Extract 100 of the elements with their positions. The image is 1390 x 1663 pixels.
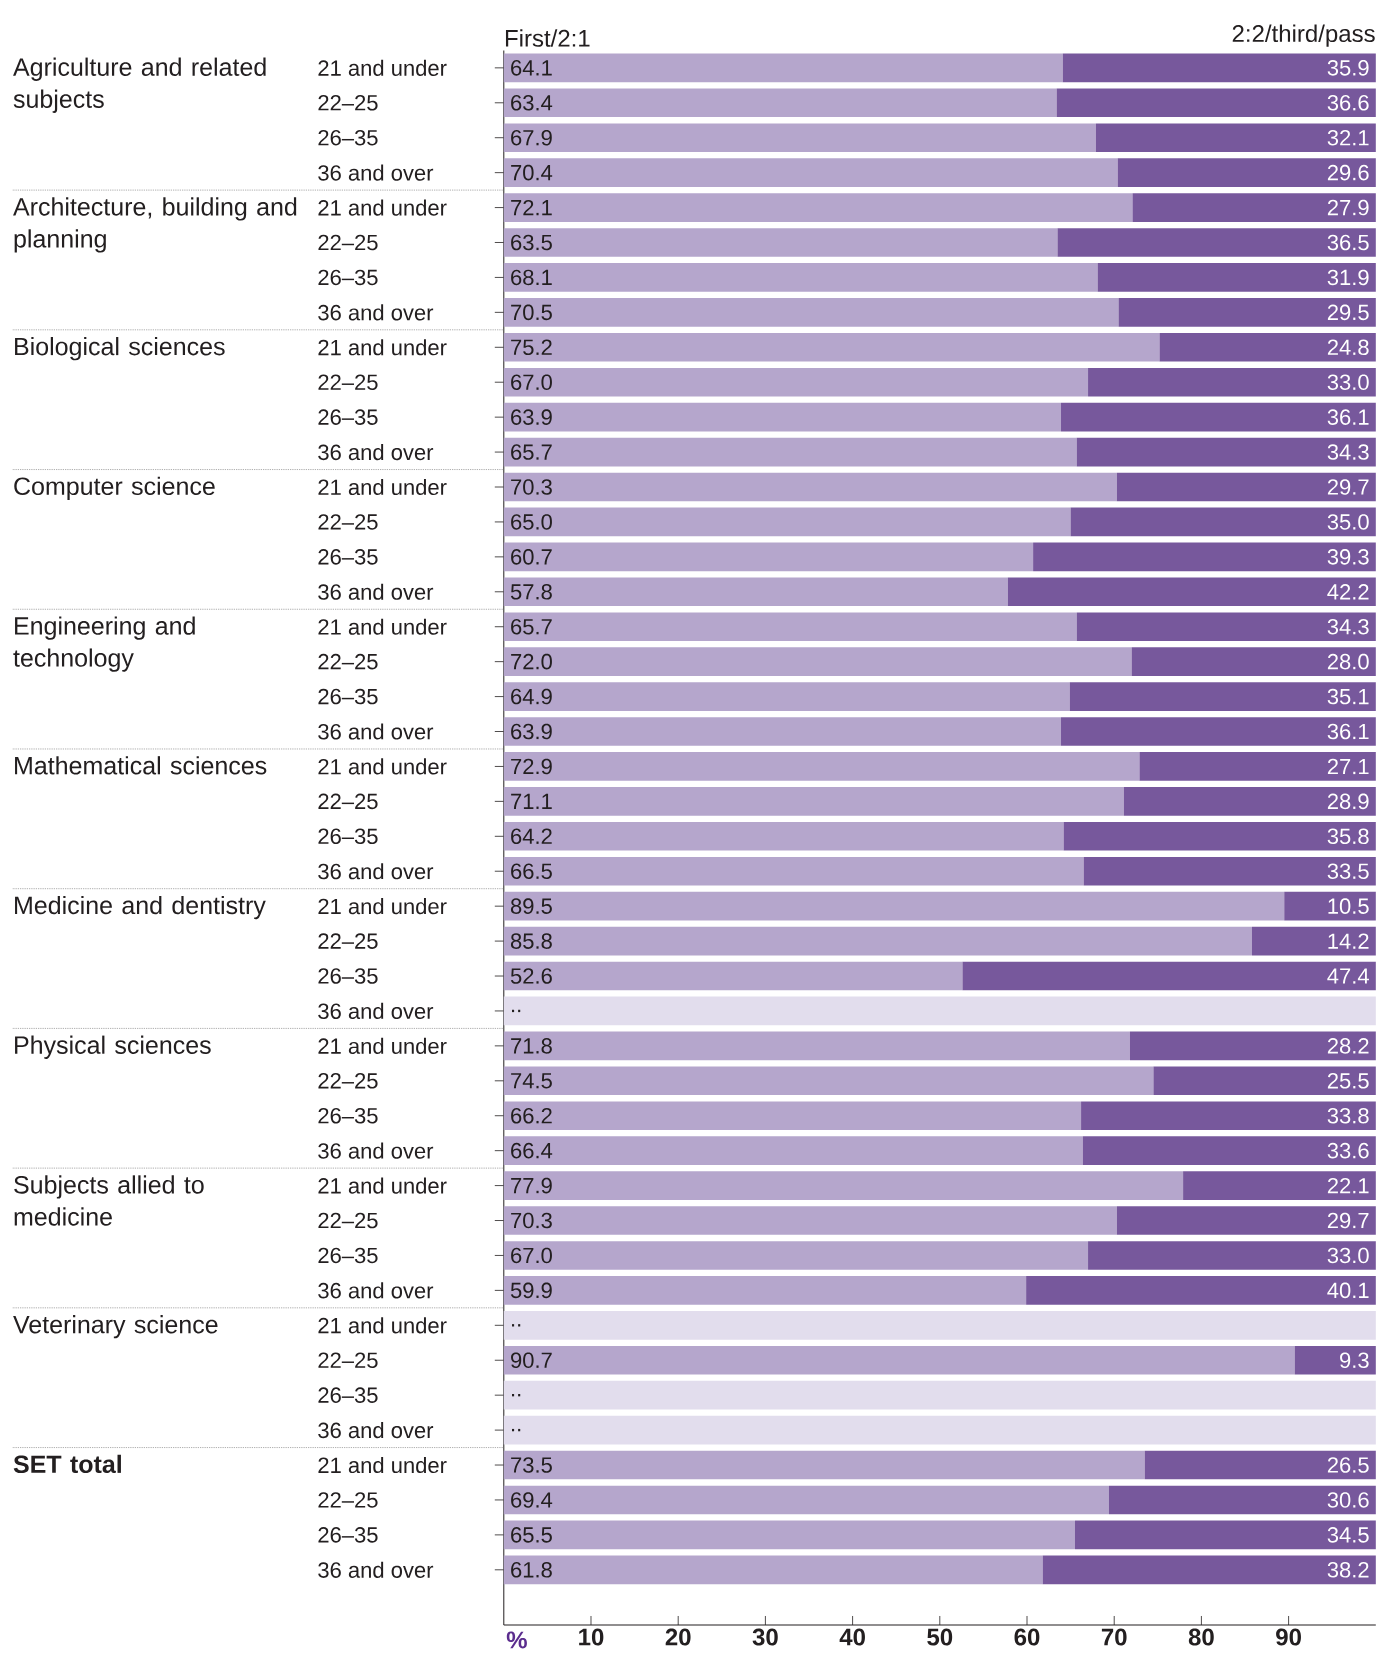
- bar: [1033, 542, 1376, 572]
- y-tick-label: 36 and over: [318, 863, 434, 880]
- data-label: 42.2: [1327, 584, 1369, 600]
- y-tick-label: 22–25: [318, 933, 378, 949]
- text: Engineering and technology: [13, 616, 195, 672]
- y-tick-label: 22–25: [318, 1352, 378, 1369]
- data-label: 65.5: [511, 1527, 552, 1543]
- x-tick-label: 80: [1188, 1628, 1214, 1646]
- data-label: 64.9: [511, 688, 552, 705]
- y-tick-label: 22–25: [318, 793, 378, 810]
- data-label: 31.9: [1327, 269, 1369, 286]
- data-label: 70.5: [511, 304, 552, 321]
- data-label: 14.2: [1328, 933, 1369, 949]
- text: Subjects allied to medicine: [14, 1175, 204, 1226]
- bar: [1081, 1101, 1376, 1131]
- y-tick-label: 36 and over: [318, 1422, 434, 1439]
- y-tick-label: 21 and under: [318, 758, 447, 775]
- y-tick-label: 26–35: [318, 409, 378, 425]
- data-label: ..: [512, 1393, 521, 1397]
- data-label: 64.2: [511, 828, 552, 845]
- x-axis-title: %: [506, 1631, 527, 1649]
- data-label: 57.8: [510, 584, 552, 600]
- data-label: ..: [512, 1428, 521, 1432]
- text: Biological sciences: [15, 337, 225, 361]
- bar: [1159, 332, 1376, 362]
- bar: [503, 1206, 1117, 1235]
- bar: [503, 437, 1077, 467]
- y-tick-label: 36 and over: [318, 1282, 434, 1299]
- y-tick-label: 26–35: [318, 968, 378, 984]
- y-tick-label: 21 and under: [318, 898, 447, 915]
- data-label: ..: [512, 1009, 521, 1013]
- bar: [503, 158, 1118, 187]
- data-label: 71.1: [511, 793, 552, 809]
- bar: [503, 891, 1285, 921]
- x-tick-label: 10: [579, 1628, 604, 1646]
- y-tick-label: 36 and over: [318, 1002, 434, 1020]
- data-label: 33.5: [1327, 863, 1369, 880]
- bar: [503, 577, 1008, 607]
- y-tick-label: 21 and under: [318, 199, 447, 216]
- data-label: 63.9: [511, 409, 552, 425]
- bar: [503, 647, 1132, 676]
- data-label: 33.0: [1327, 374, 1369, 391]
- data-label: 35.0: [1327, 514, 1369, 530]
- bar: [503, 1101, 1082, 1131]
- bar: [503, 53, 1063, 83]
- bar: [1294, 1345, 1376, 1375]
- bar: [503, 717, 1062, 746]
- data-label: 75.2: [511, 339, 552, 356]
- bar: [1129, 1031, 1376, 1061]
- data-label: 27.9: [1327, 199, 1369, 216]
- data-label: 63.5: [511, 234, 552, 251]
- data-label: 35.9: [1327, 60, 1369, 76]
- data-label: 39.3: [1327, 549, 1369, 565]
- bar: [1116, 1206, 1376, 1235]
- y-tick-label: 36 and over: [318, 583, 434, 600]
- bar: [503, 787, 1124, 816]
- bar: [503, 821, 1064, 851]
- bar: [503, 1555, 1043, 1585]
- data-label: 77.9: [511, 1177, 552, 1194]
- data-label: 29.7: [1327, 1212, 1369, 1229]
- bar: [503, 926, 1252, 956]
- y-tick-label: 26–35: [318, 828, 378, 845]
- bar: [1131, 647, 1376, 676]
- bar: [503, 1485, 1109, 1515]
- y-tick-label: 21 and under: [318, 478, 447, 496]
- data-label: 34.3: [1327, 444, 1369, 460]
- bar: [1083, 856, 1376, 886]
- y-tick-label: 26–35: [318, 1387, 378, 1403]
- bar: [503, 298, 1119, 327]
- y-tick-label: 22–25: [318, 653, 378, 670]
- data-label: 68.1: [511, 269, 552, 286]
- data-label: 63.4: [511, 94, 553, 111]
- bar: [503, 367, 1089, 397]
- bar: [1132, 193, 1376, 222]
- bar: [1117, 158, 1376, 187]
- data-label: 35.1: [1327, 688, 1369, 705]
- data-label: 65.7: [511, 444, 552, 460]
- data-label: 61.8: [511, 1562, 552, 1578]
- data-label: 90.7: [511, 1352, 552, 1369]
- y-tick-label: 21 and under: [318, 618, 447, 635]
- data-label: 85.8: [510, 933, 552, 949]
- bar: [962, 961, 1376, 991]
- bar: [503, 1136, 1083, 1165]
- data-label: 29.5: [1327, 304, 1369, 321]
- bar: [1057, 228, 1376, 257]
- bar: [1063, 821, 1376, 851]
- y-tick-label: 26–35: [318, 1527, 378, 1543]
- data-label: 9.3: [1340, 1352, 1369, 1369]
- data-label: 67.0: [511, 1247, 552, 1264]
- data-label: 74.5: [511, 1073, 552, 1089]
- series-label: First/2:1: [505, 29, 590, 47]
- x-tick-label: 90: [1276, 1628, 1301, 1646]
- data-label: 65.0: [511, 514, 552, 530]
- bar: [1069, 682, 1376, 711]
- bar: [503, 123, 1096, 153]
- data-label: 73.5: [511, 1457, 552, 1473]
- data-label: 89.5: [510, 898, 552, 914]
- x-tick-label: 40: [839, 1628, 865, 1646]
- bar: [503, 682, 1070, 711]
- data-label: 60.7: [511, 549, 552, 565]
